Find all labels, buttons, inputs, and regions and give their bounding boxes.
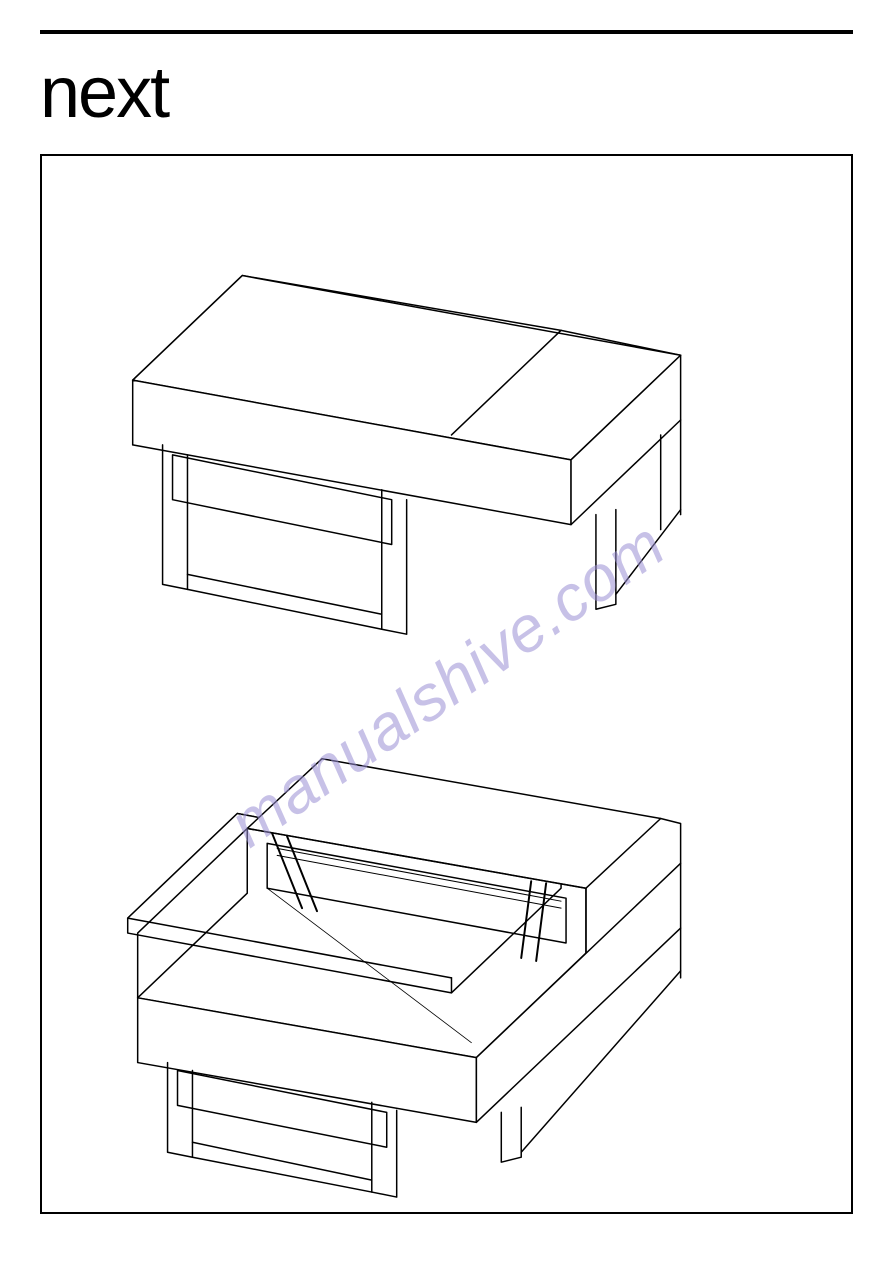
brand-logo: next bbox=[40, 52, 853, 134]
page-container: next bbox=[0, 0, 893, 1263]
table-closed-view bbox=[133, 276, 681, 635]
assembly-diagram bbox=[42, 156, 851, 1212]
top-rule bbox=[40, 30, 853, 34]
content-frame: manualshive.com bbox=[40, 154, 853, 1214]
table-open-view bbox=[128, 759, 681, 1197]
